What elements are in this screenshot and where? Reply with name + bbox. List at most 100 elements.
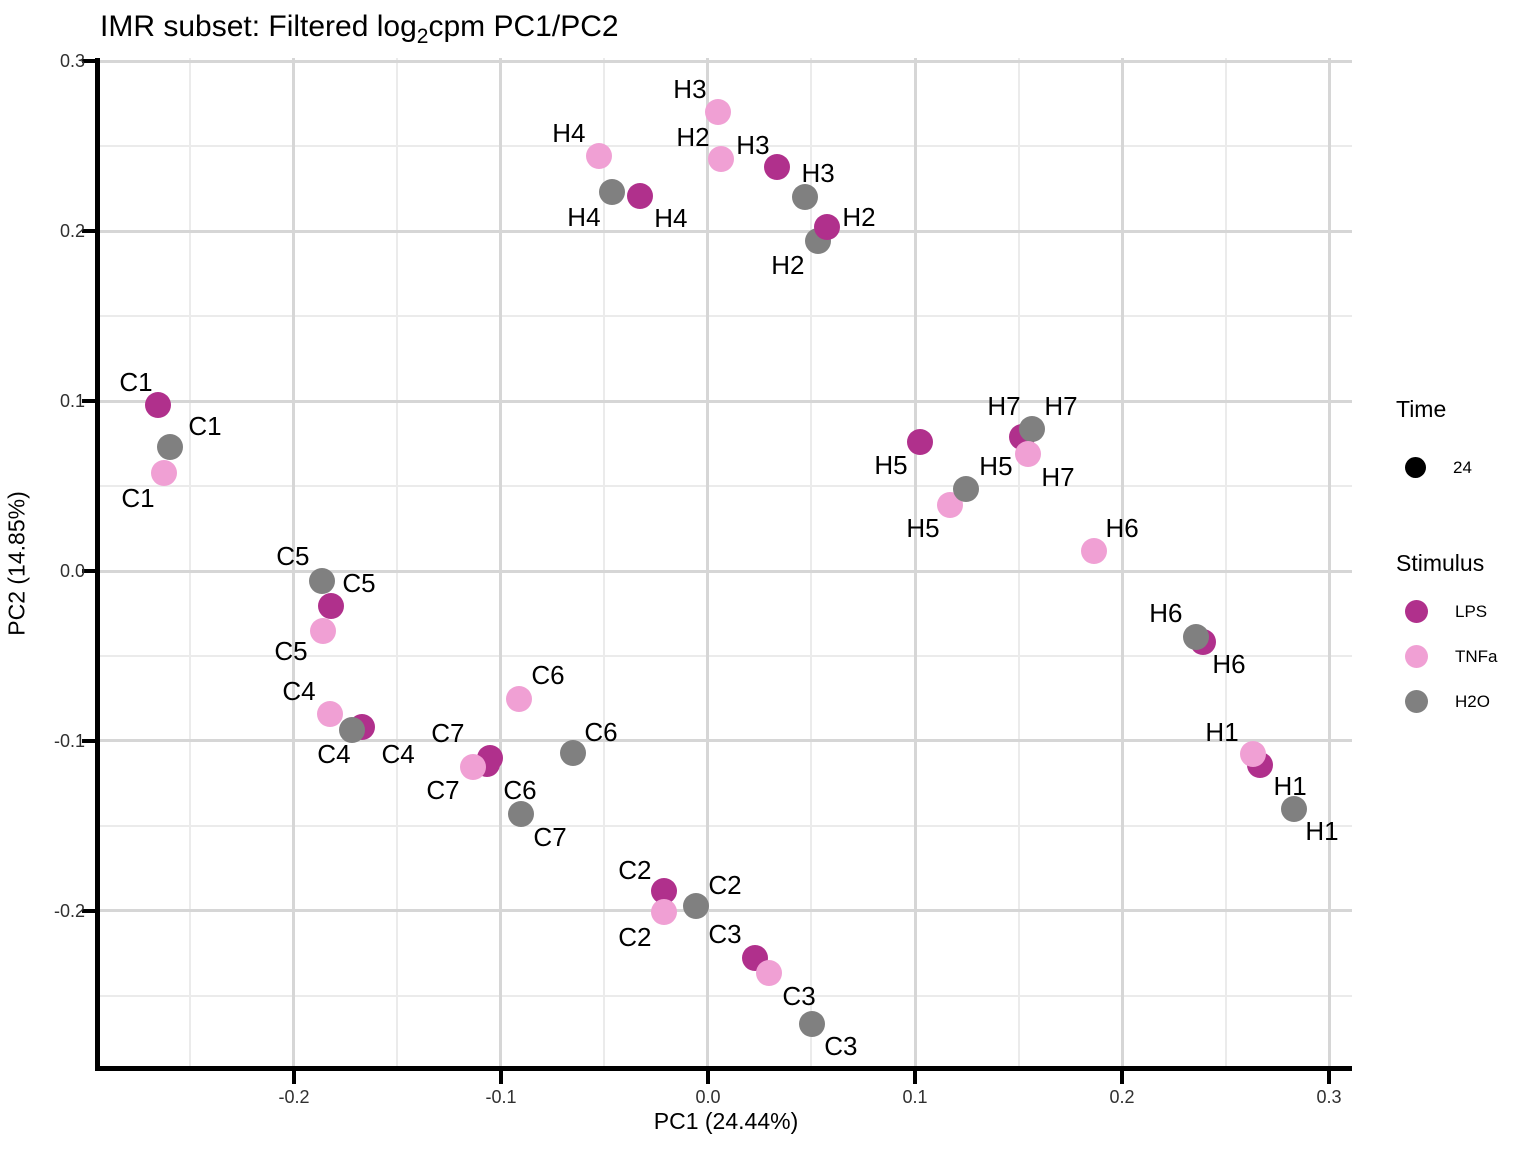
x-axis-title: PC1 (24.44%) [653,1108,799,1134]
data-point-h3-lps [763,154,790,181]
plot-title-subscript: 2 [416,25,429,48]
y-tick-label: 0.1 [59,391,85,412]
gridline-x-minor [396,58,399,1066]
point-label-c1-tnfa: C1 [121,483,155,514]
data-point-c3-h2o [798,1011,825,1037]
point-label-h6-tnfa: H6 [1105,512,1139,543]
point-label-h7-tnfa: H7 [1041,462,1075,493]
y-axis-line [95,58,100,1071]
gridline-y-major [100,399,1352,403]
y-tick-label: -0.1 [53,730,85,751]
gridline-x-major [706,58,710,1066]
y-axis-tick [82,229,95,234]
legend-time-title: Time [1396,396,1447,422]
point-label-c2-tnfa: C2 [618,921,652,952]
data-point-c2-h2o [682,893,709,920]
point-label-h2-tnfa: H2 [676,121,710,152]
data-point-h2-tnfa [708,145,735,172]
legend-label-lps: LPS [1455,602,1488,621]
legend-label-24: 24 [1453,458,1472,477]
point-label-c1-h2o: C1 [188,411,222,442]
point-label-h5-tnfa: H5 [906,513,940,544]
y-tick-label: -0.2 [53,900,85,921]
data-point-c1-tnfa [150,460,177,487]
point-label-c4-tnfa: C4 [282,675,316,706]
data-point-c4-h2o [338,716,365,743]
y-axis-tick [82,738,95,743]
y-tick-label: 0.0 [59,561,85,581]
data-point-h6-h2o [1182,623,1209,650]
data-point-c5-lps [318,593,345,620]
y-axis-tick [82,59,95,64]
point-label-c4-lps: C4 [381,739,415,770]
point-label-c4-h2o: C4 [317,738,351,769]
gridline-y-minor [100,994,1352,997]
point-label-h7-h2o: H7 [1044,391,1078,422]
legend-item-h2o: H2O [1405,690,1536,713]
legend-key-lps-icon [1405,600,1428,623]
data-point-h4-tnfa [585,143,612,170]
point-label-c2-lps: C2 [618,854,652,885]
point-label-c5-h2o: C5 [276,541,310,572]
legend-group-stimulus: Stimulus LPS TNFa H2O [1396,548,1536,713]
data-point-h7-tnfa [1015,441,1042,468]
data-point-c5-h2o [308,568,335,595]
point-label-c6-tnfa: C6 [531,660,565,690]
point-label-c3-tnfa: C3 [782,981,816,1012]
legend-label-tnfa: TNFa [1455,647,1498,666]
data-point-c6-tnfa [505,686,532,712]
point-label-c5-lps: C5 [342,568,376,599]
x-tick-label: 0.3 [1316,1087,1342,1107]
data-point-c2-tnfa [650,898,677,925]
legend-key-tnfa-icon [1405,645,1428,668]
gridline-x-minor [189,58,192,1066]
legend-item-lps: LPS [1405,600,1536,623]
x-axis-tick [1327,1071,1332,1084]
data-point-c1-lps [144,392,171,419]
x-axis-tick [291,1071,296,1084]
gridline-y-major [100,229,1352,233]
gridline-y-minor [100,655,1352,657]
legend-item-tnfa: TNFa [1405,645,1536,668]
gridline-y-major [100,59,1352,63]
y-axis-tick [82,569,95,573]
legend-label-h2o: H2O [1455,692,1490,711]
data-point-h7-h2o [1018,416,1045,443]
y-tick-label: 0.2 [59,221,85,242]
point-label-h5-h2o: H5 [979,451,1013,482]
gridline-x-major [499,58,503,1066]
point-label-h4-h2o: H4 [567,202,601,233]
data-point-h3-h2o [792,184,819,211]
x-tick-label: 0.2 [1109,1087,1135,1107]
x-axis-tick [705,1071,710,1084]
gridline-x-minor [1224,58,1227,1066]
gridline-x-major [1327,58,1331,1066]
gridline-y-major [100,739,1352,743]
legend-stimulus-items: LPS TNFa H2O [1396,600,1536,713]
point-label-h3-tnfa: H3 [673,74,707,105]
point-label-h1-tnfa: H1 [1205,716,1239,747]
gridline-y-minor [100,824,1352,827]
data-point-h3-tnfa [704,99,731,126]
y-tick-label: 0.3 [59,51,85,72]
point-label-c6-lps: C6 [503,774,537,805]
gridline-x-minor [810,58,813,1066]
point-label-c6-h2o: C6 [584,717,618,748]
point-label-h5-lps: H5 [874,449,908,480]
point-label-h6-h2o: H6 [1149,597,1183,628]
data-point-h1-h2o [1281,795,1308,822]
data-point-c7-tnfa [460,753,487,780]
gridline-x-major [292,58,296,1066]
x-tick-label: -0.1 [485,1087,517,1107]
plot-title: IMR subset: Filtered log2cpm PC1/PC2 [100,10,619,49]
legend-time-items: 24 [1396,457,1536,478]
plot-title-prefix: IMR subset: Filtered log [100,10,417,43]
data-point-h2-lps [814,213,841,240]
point-label-c7-lps: C7 [431,717,465,748]
legend-item-24: 24 [1405,457,1536,478]
point-label-c3-h2o: C3 [824,1031,858,1061]
legend-key-24-icon [1405,457,1426,478]
x-tick-label: 0.1 [902,1087,928,1107]
point-label-h4-lps: H4 [654,203,688,234]
